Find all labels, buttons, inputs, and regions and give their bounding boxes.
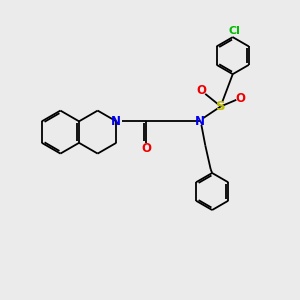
Text: O: O — [197, 84, 207, 97]
Text: S: S — [216, 100, 226, 113]
Text: Cl: Cl — [228, 26, 240, 36]
Text: O: O — [141, 142, 151, 155]
Text: N: N — [195, 115, 205, 128]
Text: O: O — [236, 92, 246, 105]
Text: N: N — [111, 115, 121, 128]
